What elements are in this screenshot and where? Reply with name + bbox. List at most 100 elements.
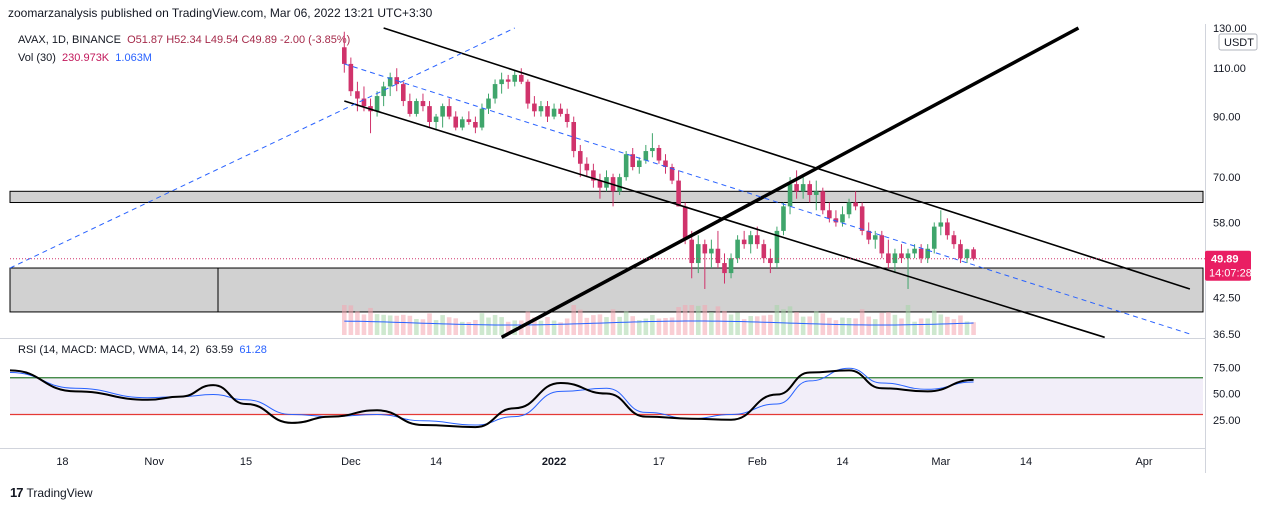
dashed-rising [9,27,515,269]
candle-body [466,119,472,122]
candle-body [945,222,950,236]
candle [355,81,360,112]
candle-body [728,258,734,274]
candle [499,72,504,94]
candle [551,103,557,120]
candle [892,248,898,274]
candle-body [748,235,754,245]
candle-body [538,106,544,112]
candle [827,202,832,223]
candle-body [761,244,767,259]
candle [401,81,406,107]
candle [938,210,944,236]
candle [695,235,701,274]
volume-bar [872,319,878,335]
axes: 49.89 14:07:28 130.00 110.00 90.00 70.00 58.00… [56,23,1258,468]
candle-body [446,106,452,117]
candle-body [440,106,445,117]
candle-body [768,258,773,264]
volume-bar [440,315,445,335]
candle [512,70,518,87]
volume-bar [459,321,465,335]
volume-bar [702,305,708,335]
candle-body [407,101,413,114]
footer: 17 TradingView [10,485,93,500]
volume-bar [473,319,478,335]
candle-body [964,249,970,259]
rsi-ma-line [9,367,974,426]
candle [958,239,963,264]
volume-bar [591,315,596,335]
volume-bars [342,305,976,335]
candle-body [827,210,832,219]
candle-body [925,248,930,259]
candle [558,103,563,117]
tradingview-logo-icon[interactable]: 17 [10,485,24,500]
candle-body [702,244,708,254]
rsi-label[interactable]: RSI (14, MACD: MACD, WMA, 14, 2) [18,344,200,356]
volume-bar [499,317,504,335]
volume-bar [505,321,511,335]
candle-body [387,77,393,87]
volume-bar [781,309,786,335]
trendlines[interactable] [9,26,1205,339]
candle-body [361,98,367,107]
candle-body [892,253,898,264]
volume-bar [964,321,970,335]
volume-bar [774,305,780,335]
candle [466,111,472,125]
volume-bar [564,318,570,335]
interval-label[interactable]: 1D [51,34,66,46]
volume-bar [709,312,714,335]
volume-bar [433,320,439,335]
candle-body [512,74,518,82]
volume-bar [466,322,472,335]
time-tick: 17 [653,456,665,468]
last-price-badge [1205,250,1251,281]
candles[interactable] [342,31,976,289]
volume-bar [597,314,603,335]
volume-bar [840,317,845,335]
volume-bar [899,318,904,335]
volume-bar [728,314,734,335]
candle-body [577,151,583,164]
volume-bar [945,316,950,335]
candle-body [781,206,786,231]
volume-bar [925,318,930,335]
volume-bar [722,310,727,335]
volume-bar [833,320,839,335]
price-tick: 58.00 [1213,217,1241,229]
candle-body [663,160,668,168]
candle [368,98,373,134]
channel-upper [383,27,1191,290]
candle-body [689,239,695,264]
rsi-pane[interactable] [9,367,1203,429]
candle-body [722,263,727,274]
currency-badge [1218,33,1258,51]
brand-label[interactable]: TradingView [26,485,93,500]
candle [518,68,524,85]
volume-bar [813,311,819,335]
volume-bar [669,317,675,335]
symbol-label[interactable]: AVAX [18,34,46,46]
candle [577,144,583,178]
candle-body [617,177,622,192]
candle-body [459,119,465,128]
volume-bar [754,316,760,335]
candle-body [525,81,531,104]
volume-bar [748,316,754,335]
candle [761,239,767,264]
last-price-text: 49.89 [1211,254,1239,266]
volume-bar [401,314,406,335]
publish-header: zoomarzanalysis published on TradingView… [8,6,433,20]
candle [650,133,655,158]
candle [702,239,708,289]
volume-label[interactable]: Vol (30) [18,52,56,64]
candle [414,98,419,117]
volume-bar [846,317,852,335]
volume-bar [427,313,432,335]
price-tick: 70.00 [1213,172,1241,184]
candle-body [551,108,557,117]
volume-value: 230.973K [62,52,110,64]
